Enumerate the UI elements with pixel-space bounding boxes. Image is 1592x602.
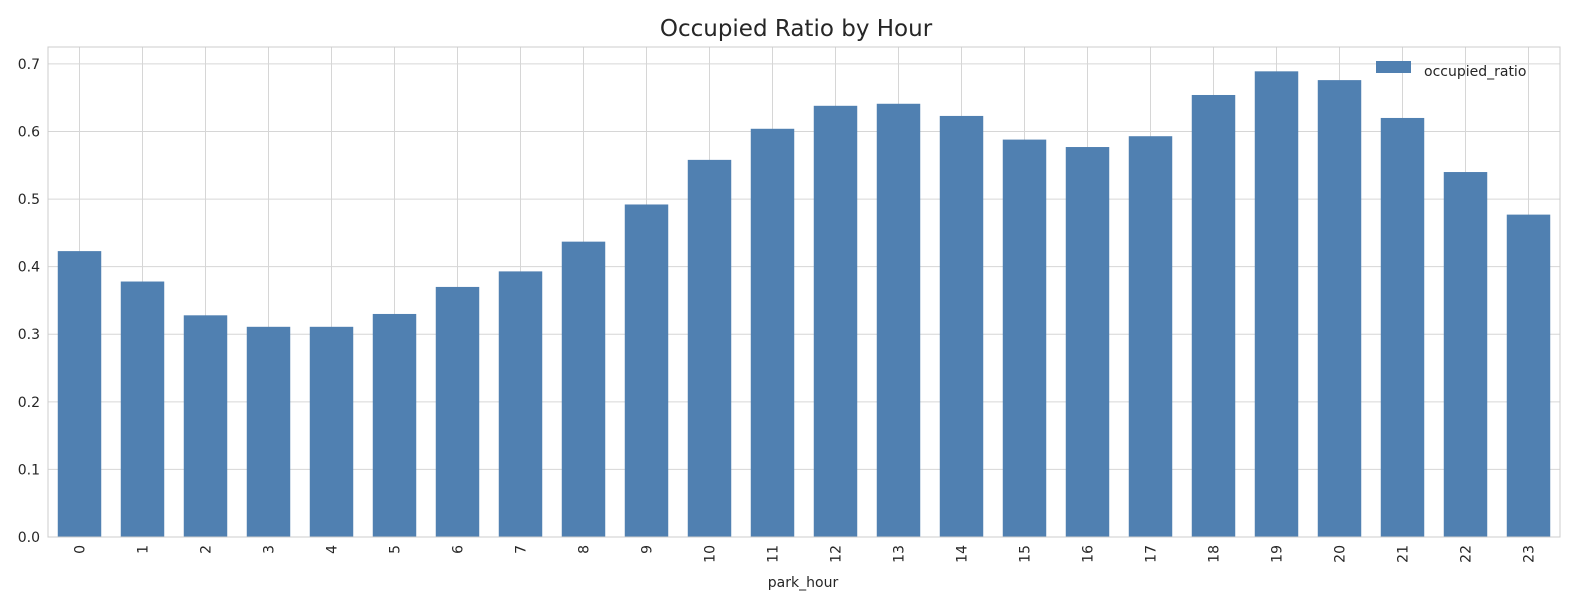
- bar-hour-4: [309, 326, 354, 537]
- y-tick-label: 0.1: [18, 462, 40, 478]
- x-tick-label: 11: [766, 545, 782, 563]
- bar-hour-13: [876, 103, 921, 538]
- bar-hour-15: [1002, 139, 1047, 537]
- x-axis-label: park_hour: [768, 575, 839, 591]
- bar-hour-5: [372, 313, 417, 537]
- x-tick-label: 6: [451, 545, 467, 554]
- x-tick-label: 15: [1018, 545, 1034, 563]
- bar-hour-22: [1443, 172, 1488, 537]
- x-tick-label: 21: [1396, 545, 1412, 563]
- bar-hour-1: [120, 281, 165, 537]
- bar-hour-11: [750, 128, 795, 538]
- x-tick-label: 17: [1144, 545, 1160, 563]
- bar-hour-18: [1191, 94, 1236, 537]
- bar-hour-23: [1506, 214, 1551, 537]
- x-tick-label: 22: [1459, 545, 1475, 563]
- y-tick-label: 0.4: [18, 260, 40, 276]
- y-tick-label: 0.5: [18, 192, 40, 208]
- x-tick-label: 16: [1081, 545, 1097, 563]
- x-tick-label: 4: [325, 545, 341, 554]
- bar-hour-2: [183, 315, 228, 537]
- bar-hour-10: [687, 159, 732, 538]
- legend: occupied_ratio: [1376, 61, 1526, 80]
- bar-hour-9: [624, 204, 669, 537]
- bar-hour-8: [561, 241, 606, 538]
- x-tick-label: 1: [136, 545, 152, 554]
- bars: [57, 71, 1551, 538]
- bar-hour-19: [1254, 71, 1299, 538]
- x-tick-label: 0: [73, 545, 89, 554]
- x-tick-label: 10: [703, 545, 719, 563]
- x-tick-label: 2: [199, 545, 215, 554]
- x-tick-label: 5: [388, 545, 404, 554]
- bar-hour-0: [57, 251, 102, 537]
- x-tick-label: 13: [892, 545, 908, 563]
- y-tick-label: 0.0: [18, 530, 40, 546]
- x-tick-label: 23: [1522, 545, 1538, 563]
- x-tick-label: 18: [1207, 545, 1223, 563]
- legend-swatch: [1376, 61, 1411, 73]
- y-tick-label: 0.6: [18, 124, 40, 140]
- bar-hour-7: [498, 271, 543, 537]
- x-axis-ticks: 0 1 2 3 4 5 6 7 8 9 10 11 12 13 14 15 16 17 18 19 20 21 22 23: [73, 545, 1538, 563]
- bar-hour-14: [939, 115, 984, 537]
- x-tick-label: 3: [262, 545, 278, 554]
- plot-frame: [47, 46, 1561, 538]
- bar-hour-16: [1065, 147, 1110, 537]
- bar-hour-21: [1380, 117, 1425, 537]
- y-tick-label: 0.2: [18, 395, 40, 411]
- y-axis-ticks: 0.0 0.1 0.2 0.3 0.4 0.5 0.6 0.7: [18, 57, 40, 546]
- x-tick-label: 9: [640, 545, 656, 554]
- x-tick-label: 19: [1270, 545, 1286, 563]
- x-tick-label: 20: [1333, 545, 1349, 563]
- x-tick-label: 14: [955, 545, 971, 563]
- bar-hour-6: [435, 286, 480, 537]
- y-tick-label: 0.7: [18, 57, 40, 73]
- x-tick-label: 7: [514, 545, 530, 554]
- bar-hour-20: [1317, 80, 1362, 537]
- bar-hour-17: [1128, 136, 1173, 537]
- legend-label: occupied_ratio: [1424, 64, 1526, 80]
- x-tick-label: 12: [829, 545, 845, 563]
- x-tick-label: 8: [577, 545, 593, 554]
- bar-hour-12: [813, 105, 858, 538]
- bar-hour-3: [246, 326, 291, 537]
- y-tick-label: 0.3: [18, 327, 40, 343]
- chart-title: Occupied Ratio by Hour: [660, 16, 933, 42]
